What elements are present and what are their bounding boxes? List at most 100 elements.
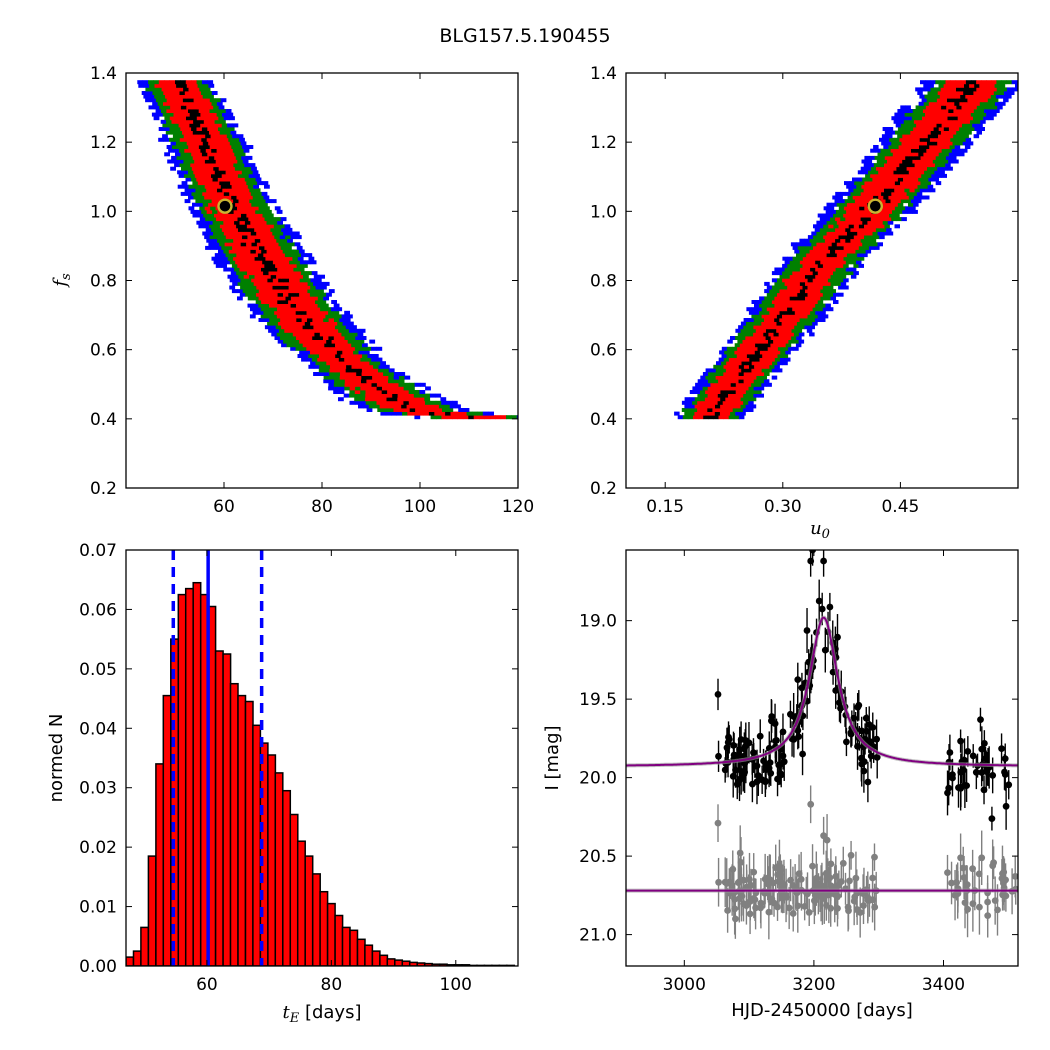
posterior-cell [277,339,284,344]
posterior-cell [199,206,206,211]
posterior-cell [833,213,839,218]
posterior-cell [236,224,242,229]
posterior-cell [723,379,729,384]
posterior-cell [785,350,791,355]
posterior-cell [241,195,248,200]
posterior-cell [865,249,872,254]
posterior-cell [323,281,330,286]
posterior-cell [802,285,808,290]
posterior-cell [928,127,934,131]
posterior-cell [954,119,961,124]
posterior-cell [906,141,913,146]
posterior-cell [356,368,363,373]
posterior-cell [182,145,189,149]
posterior-cell [818,256,824,261]
posterior-cell [314,314,321,319]
posterior-cell [782,278,788,283]
posterior-cell [727,400,734,405]
posterior-cell [689,390,696,394]
histogram-bar [147,855,157,966]
y-tick-label: 0.8 [590,272,617,292]
posterior-cell [869,155,875,160]
posterior-cell [172,145,178,149]
posterior-cell [761,314,768,319]
posterior-cell [955,137,961,142]
posterior-cell [279,253,286,258]
posterior-cell [713,379,719,384]
posterior-cell [253,217,260,222]
posterior-cell [210,123,217,128]
posterior-cell [888,195,894,200]
posterior-cell [215,145,221,149]
posterior-cell [190,188,196,193]
posterior-cell [903,127,909,131]
data-point [780,758,788,766]
posterior-cell [167,87,173,92]
posterior-cell [209,119,215,124]
posterior-cell [361,375,368,380]
posterior-cell [482,411,489,416]
posterior-cell [798,332,805,337]
posterior-cell [232,134,238,139]
posterior-cell [249,256,255,261]
posterior-cell [270,274,277,279]
posterior-cell [264,289,270,294]
posterior-cell [933,109,939,113]
posterior-cell [825,296,831,301]
posterior-cell [336,314,342,319]
posterior-cell [177,170,183,175]
posterior-cell [761,368,768,373]
posterior-cell [370,397,377,402]
posterior-cell [840,249,846,254]
posterior-cell [674,411,680,416]
posterior-cell [812,263,819,268]
posterior-cell [360,357,367,362]
posterior-cell [755,343,761,348]
posterior-cell [269,281,276,286]
posterior-cell [215,245,222,250]
data-point [963,881,971,889]
posterior-cell [770,350,776,355]
posterior-cell [247,296,254,301]
posterior-cell [377,408,384,412]
posterior-cell [689,411,695,416]
posterior-cell [150,87,157,92]
posterior-cell [850,227,856,232]
posterior-cell [338,328,344,333]
posterior-cell [823,224,829,229]
data-point [873,735,880,743]
posterior-cell [381,397,387,402]
posterior-cell [244,238,250,243]
y-axis-label: normed N [46,714,67,803]
posterior-cell [222,112,228,117]
posterior-cell [825,281,831,286]
posterior-cell [867,231,873,236]
posterior-cell [857,253,863,258]
posterior-cell [697,379,704,384]
data-point [871,903,879,911]
posterior-cell [199,159,206,164]
posterior-cell [810,260,816,265]
posterior-cell [853,235,860,240]
posterior-cell [768,325,775,330]
posterior-cell [799,274,806,279]
posterior-cell [419,393,425,398]
posterior-cell [794,249,800,254]
posterior-cell [893,170,899,175]
posterior-cell [744,350,751,355]
posterior-cell [983,116,989,121]
posterior-cell [190,177,197,182]
posterior-cell [782,256,788,261]
posterior-cell [308,343,314,348]
posterior-cell [712,386,719,391]
posterior-cell [965,94,971,99]
posterior-cell [916,116,923,121]
posterior-cell [831,242,838,247]
posterior-cell [777,361,783,366]
posterior-cell [754,310,760,315]
posterior-cell [846,202,853,207]
posterior-cell [811,231,817,236]
posterior-cell [218,166,225,171]
posterior-cell [272,321,279,326]
posterior-cell [293,307,299,312]
